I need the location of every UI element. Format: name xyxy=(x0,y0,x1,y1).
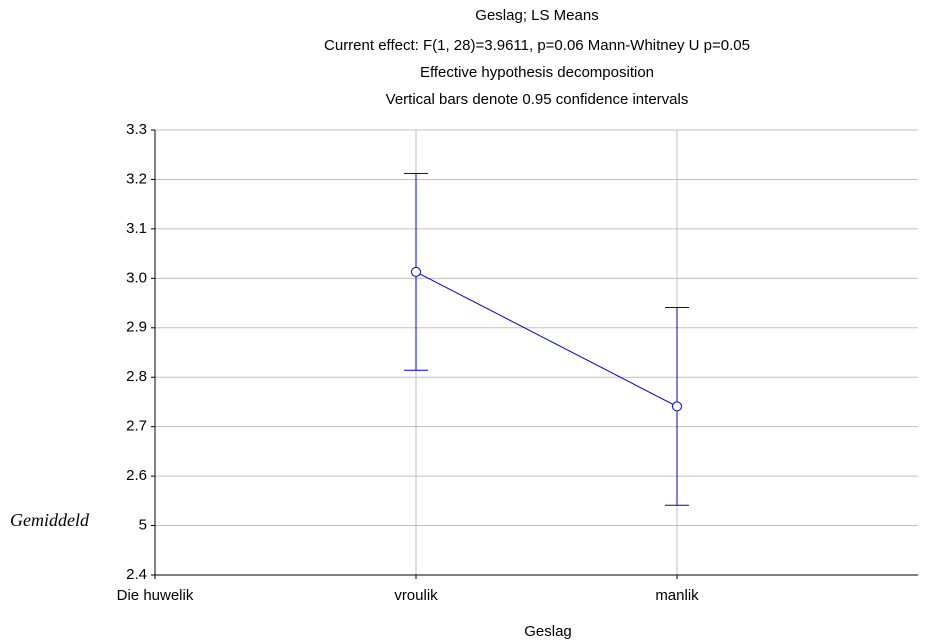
chart-subtitle: Effective hypothesis decomposition xyxy=(420,64,654,81)
x-axis-title: Geslag xyxy=(524,623,572,640)
point xyxy=(411,266,421,277)
y-axis-title: Gemiddeld xyxy=(10,510,90,530)
y-tick-label: 3.0 xyxy=(126,269,147,286)
y-tick-label: 2.4 xyxy=(126,566,147,583)
y-tick-label: 2.6 xyxy=(126,467,147,484)
y-tick-label: 2.7 xyxy=(126,418,147,435)
chart-subtitle: Vertical bars denote 0.95 confidence int… xyxy=(386,91,689,108)
y-tick-label: 2.8 xyxy=(126,368,147,385)
chart-subtitle: Current effect: F(1, 28)=3.9611, p=0.06 … xyxy=(324,37,750,54)
y-tick-label: 5 xyxy=(139,517,147,534)
y-tick-label: 2.9 xyxy=(126,319,147,336)
x-tick-label: manlik xyxy=(655,587,699,604)
point xyxy=(672,401,682,412)
titles: Geslag; LS Means Current effect: F(1, 28… xyxy=(324,7,750,108)
x-tick-label: vroulik xyxy=(394,587,438,604)
series-line xyxy=(415,271,678,407)
x-tick-label: Die huwelik xyxy=(117,587,194,604)
y-tick-label: 3.3 xyxy=(126,121,147,138)
chart-title: Geslag; LS Means xyxy=(475,7,598,24)
y-tick-label: 3.1 xyxy=(126,220,147,237)
y-tick-label: 3.2 xyxy=(126,170,147,187)
